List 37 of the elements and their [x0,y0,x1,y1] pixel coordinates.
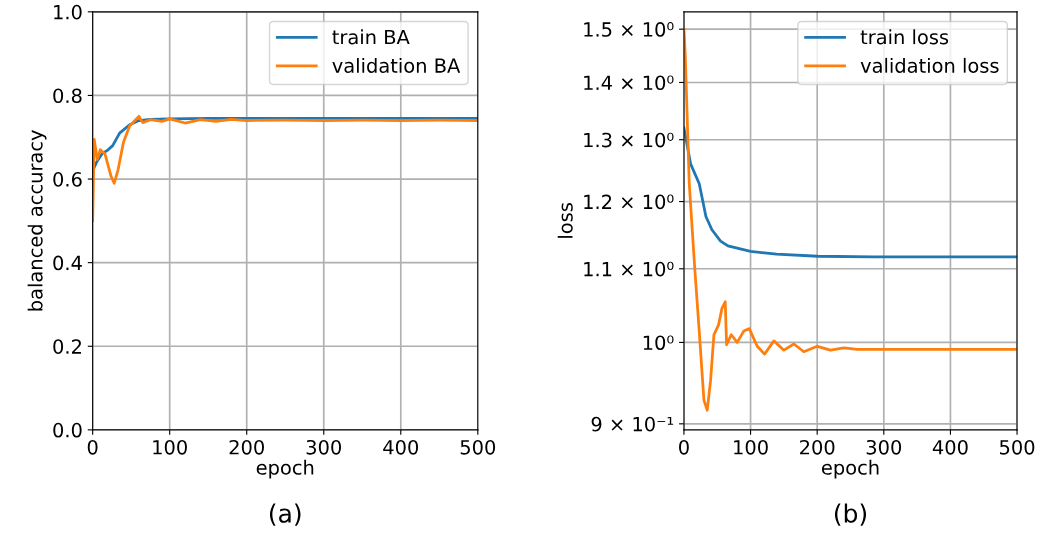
x-tick-label: 200 [800,439,835,455]
x-tick-label: 400 [932,439,968,455]
legend-label: train BA [332,29,410,45]
x-tick-label: 300 [866,439,902,455]
line-series [683,126,1018,259]
legend-label: train loss [860,29,949,45]
y-tick-label: 1.3 × 10⁰ [584,132,674,148]
legend-label: validation loss [860,57,999,73]
text: (a) [269,503,301,526]
x-axis-title: epoch [821,459,879,479]
y-tick-label: 1.1 × 10⁰ [584,261,674,277]
x-tick-label: 500 [1000,439,1035,455]
y-tick-label: 1.2 × 10⁰ [584,194,674,210]
x-axis-title: epoch [256,459,314,479]
legend-label: validation BA [332,57,461,73]
x-tick-label: 200 [229,439,264,455]
y-tick-label: 1.4 × 10⁰ [584,75,674,91]
y-tick-label: 0.0 [53,422,82,438]
x-tick-label: 0 [87,439,98,455]
y-tick-label: 0.2 [53,339,81,354]
x-tick-label: 400 [383,439,419,455]
x-tick-label: 0 [679,439,689,455]
x-tick-label: 500 [460,439,496,455]
y-axis-title: loss [557,203,573,238]
line-series [92,114,478,223]
y-tick-label: 1.5 × 10⁰ [584,22,674,37]
y-tick-label: 10⁰ [643,335,674,351]
y-tick-label: 0.6 [53,172,82,187]
y-tick-label: 9 × 10⁻¹ [591,416,674,432]
y-tick-label: 0.8 [53,88,82,104]
x-tick-label: 100 [153,439,187,455]
y-axis-title: balanced accuracy [27,130,47,311]
x-tick-label: 300 [306,439,342,455]
y-tick-label: 0.4 [53,255,82,271]
x-tick-label: 100 [734,439,768,455]
text: (b) [834,503,867,526]
y-tick-label: 1.0 [54,4,82,20]
